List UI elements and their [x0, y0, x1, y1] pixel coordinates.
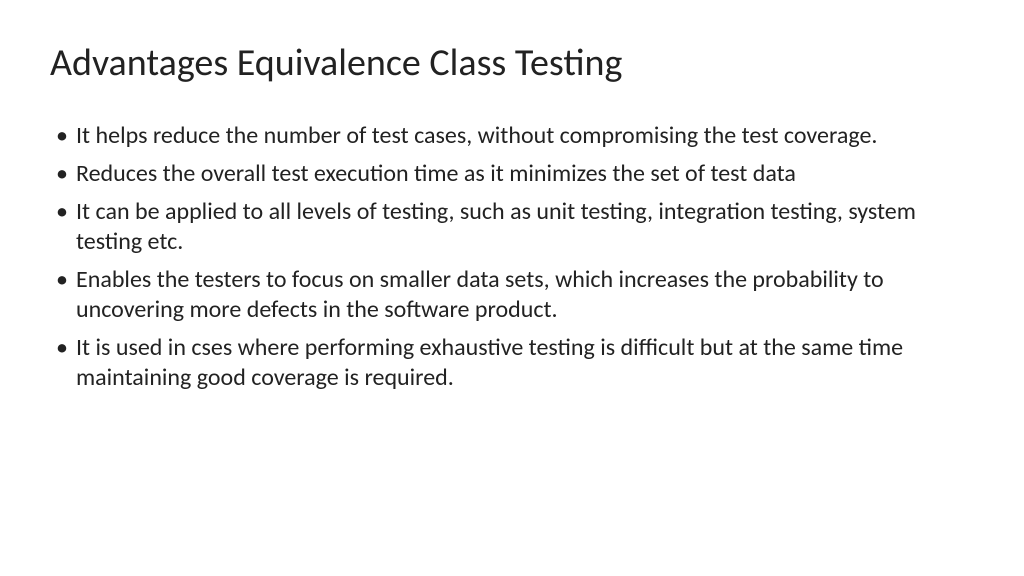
- bullet-list: It helps reduce the number of test cases…: [50, 121, 974, 393]
- bullet-item: It is used in cses where performing exha…: [50, 333, 974, 393]
- bullet-item: Enables the testers to focus on smaller …: [50, 265, 974, 325]
- bullet-item: Reduces the overall test execution time …: [50, 159, 974, 189]
- bullet-item: It can be applied to all levels of testi…: [50, 197, 974, 257]
- slide-title: Advantages Equivalence Class Testing: [50, 40, 974, 86]
- bullet-item: It helps reduce the number of test cases…: [50, 121, 974, 151]
